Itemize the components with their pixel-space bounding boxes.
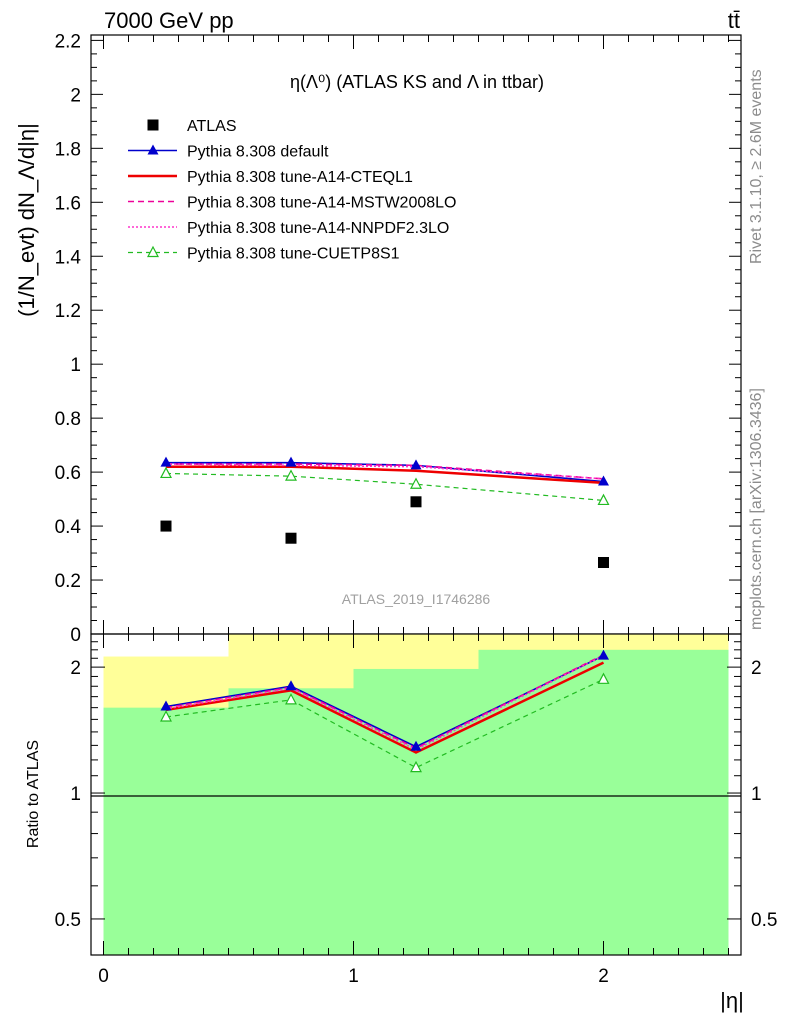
ratio-data-point: [160, 710, 172, 722]
main-panel: η(Λ⁰) (ATLAS KS and Λ in ttbar) ATLAS_20…: [14, 31, 742, 646]
main-data-point: [160, 520, 172, 532]
watermark-label: ATLAS_2019_I1746286: [342, 591, 491, 607]
main-y-tick-label: 1.6: [55, 193, 81, 214]
ratio-y-tick-label: 1: [70, 784, 81, 805]
legend-entry-label: Pythia 8.308 tune-CUETP8S1: [187, 246, 400, 263]
header-energy-label: 7000 GeV pp: [104, 8, 234, 33]
ratio-data-point: [597, 672, 610, 684]
main-y-tick-label: 0.8: [55, 409, 81, 430]
legend-marker: [147, 245, 159, 258]
x-tick-label: 2: [598, 966, 609, 987]
mcplots-label: mcplots.cern.ch [arXiv:1306.3436]: [748, 388, 765, 630]
main-data-point: [410, 477, 422, 489]
ratio-data-point: [598, 649, 609, 660]
main-series-line: [165, 472, 604, 502]
ratio-series-line: [165, 654, 604, 751]
ratio-data-point: [410, 760, 422, 773]
main-data-point: [410, 496, 422, 508]
legend: ATLAS Pythia 8.308 default Pythia 8.308 tu…: [128, 118, 456, 263]
legend-entry-label: Pythia 8.308 tune-A14-NNPDF2.3LO: [187, 220, 449, 237]
ratio-green-band: [103, 707, 229, 955]
ratio-green-band: [353, 668, 479, 955]
ratio-data-point: [410, 740, 422, 751]
main-y-tick-label: 0: [70, 625, 81, 646]
main-y-tick-label: 0.6: [55, 463, 81, 484]
ratio-series-line: [165, 661, 605, 754]
x-axis-label: |η|: [720, 988, 744, 1013]
ratio-panel: 0.5 0.5 1 1 2 2 0 1 2 Ratio to ATLAS |η|: [25, 633, 777, 1013]
legend-entry-label: Pythia 8.308 default: [187, 144, 329, 161]
main-series-line: [166, 465, 604, 485]
main-data-point: [285, 456, 297, 467]
main-data-point: [598, 556, 609, 568]
main-y-tick-label: 1.8: [55, 139, 81, 160]
legend-entry-label: ATLAS: [187, 118, 237, 135]
legend-marker: [147, 119, 159, 131]
main-data-point: [598, 475, 609, 486]
ratio-data-point: [285, 680, 297, 691]
ratio-y-tick-label: 0.5: [55, 910, 81, 931]
main-data-point: [597, 493, 610, 506]
header-process-label: tt̄: [728, 8, 740, 33]
main-y-tick-label: 2: [70, 85, 81, 106]
main-data-point: [410, 459, 422, 470]
main-y-axis-label: (1/N_evt) dN_Λ/d|η|: [14, 123, 39, 317]
main-series-line: [166, 463, 604, 480]
main-data-point: [160, 456, 172, 467]
ratio-series-line: [165, 654, 604, 750]
main-y-tick-label: 0.2: [55, 571, 81, 592]
ratio-green-band: [478, 649, 729, 955]
main-data-point: [160, 466, 172, 479]
ratio-green-band: [228, 688, 354, 955]
ratio-series-line: [165, 678, 604, 769]
ratio-data-point: [285, 693, 297, 705]
legend-entry-label: Pythia 8.308 tune-A14-MSTW2008LO: [187, 195, 456, 212]
main-data-point: [285, 532, 297, 544]
ratio-y-axis-label: Ratio to ATLAS: [25, 740, 42, 848]
ratio-y-tick-label-right: 1: [751, 784, 762, 805]
rivet-version-label: Rivet 3.1.10, ≥ 2.6M events: [748, 69, 765, 264]
x-tick-label: 0: [98, 966, 109, 987]
legend-entry-label: Pythia 8.308 tune-A14-CTEQL1: [187, 169, 413, 186]
main-data-point: [285, 469, 297, 481]
main-y-tick-label: 2.2: [55, 31, 81, 52]
main-y-tick-label: 0.4: [55, 517, 82, 538]
main-plot-title: η(Λ⁰) (ATLAS KS and Λ in ttbar): [290, 72, 544, 92]
ratio-y-tick-label-right: 0.5: [751, 910, 777, 931]
legend-marker: [147, 144, 159, 155]
main-y-tick-label: 1.2: [55, 301, 81, 322]
ratio-y-tick-label-right: 2: [751, 658, 762, 679]
ratio-y-tick-label: 2: [70, 658, 81, 679]
main-y-tick-label: 1: [70, 355, 81, 376]
x-tick-label: 1: [348, 966, 359, 987]
ratio-data-point: [160, 700, 172, 711]
main-y-tick-label: 1.4: [55, 247, 82, 268]
ratio-panel-frame: [90, 633, 742, 956]
